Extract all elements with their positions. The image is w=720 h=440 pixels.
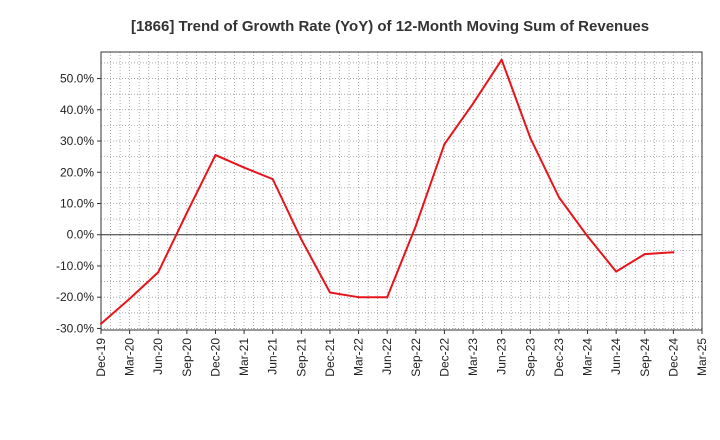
- y-tick-label: 10.0%: [60, 196, 94, 210]
- data-point: [243, 166, 246, 169]
- data-point: [672, 251, 675, 254]
- y-tick-label: 0.0%: [67, 228, 95, 242]
- plot-frame: [100, 51, 703, 331]
- y-axis-ticks: -30.0% -20.0% -10.0% 0.0% 10.0% 20.0% 30.0% 40.…: [56, 72, 101, 335]
- data-point: [386, 296, 389, 299]
- data-point: [328, 291, 331, 294]
- y-tick-label: 40.0%: [60, 103, 94, 117]
- data-point: [500, 58, 503, 61]
- chart-title: [1866] Trend of Growth Rate (YoY) of 12-…: [131, 18, 649, 35]
- data-point: [271, 178, 274, 181]
- data-point: [128, 297, 131, 300]
- x-tick-label: Dec-24: [666, 338, 680, 377]
- data-point: [586, 235, 589, 238]
- x-tick-label: Jun-20: [151, 338, 165, 375]
- data-point: [529, 136, 532, 139]
- x-tick-label: Dec-22: [437, 338, 451, 377]
- data-point: [643, 253, 646, 256]
- x-tick-label: Jun-21: [266, 338, 280, 375]
- x-tick-label: Dec-19: [94, 338, 108, 377]
- x-tick-label: Dec-23: [552, 338, 566, 377]
- plot-area-border: [100, 51, 703, 331]
- y-tick-label: 30.0%: [60, 134, 94, 148]
- series-group: [100, 58, 675, 325]
- x-tick-label: Sep-20: [180, 338, 194, 377]
- x-tick-label: Mar-25: [695, 338, 709, 376]
- y-tick-label: -20.0%: [56, 290, 94, 304]
- y-tick-label: 20.0%: [60, 165, 94, 179]
- data-point: [157, 271, 160, 274]
- data-point: [100, 322, 102, 325]
- x-tick-label: Mar-24: [581, 338, 595, 376]
- x-tick-label: Jun-24: [609, 338, 623, 375]
- x-axis-ticks: Dec-19 Mar-20 Jun-20 Sep-20 Dec-20 Mar-21 Jun-…: [94, 330, 709, 377]
- x-tick-label: Mar-23: [466, 338, 480, 376]
- x-tick-label: Dec-21: [323, 338, 337, 377]
- data-point: [557, 196, 560, 199]
- y-tick-label: -10.0%: [56, 259, 94, 273]
- x-tick-label: Jun-23: [495, 338, 509, 375]
- data-point: [185, 211, 188, 214]
- x-tick-label: Jun-22: [380, 338, 394, 375]
- data-point: [443, 143, 446, 146]
- data-point: [615, 270, 618, 273]
- data-point: [414, 224, 417, 227]
- x-tick-label: Sep-22: [409, 338, 423, 377]
- series-line: [100, 58, 674, 325]
- data-point: [300, 238, 303, 241]
- data-point: [357, 296, 360, 299]
- y-tick-label: 50.0%: [60, 72, 94, 86]
- x-tick-label: Sep-23: [523, 338, 537, 377]
- x-tick-label: Sep-21: [294, 338, 308, 377]
- x-tick-label: Mar-21: [237, 338, 251, 376]
- x-tick-label: Dec-20: [208, 338, 222, 377]
- x-tick-label: Mar-20: [123, 338, 137, 376]
- grid-lines: [100, 52, 703, 330]
- y-tick-label: -30.0%: [56, 321, 94, 335]
- data-point: [472, 102, 475, 105]
- x-tick-label: Sep-24: [638, 338, 652, 377]
- x-tick-label: Mar-22: [352, 338, 366, 376]
- data-point: [214, 154, 217, 157]
